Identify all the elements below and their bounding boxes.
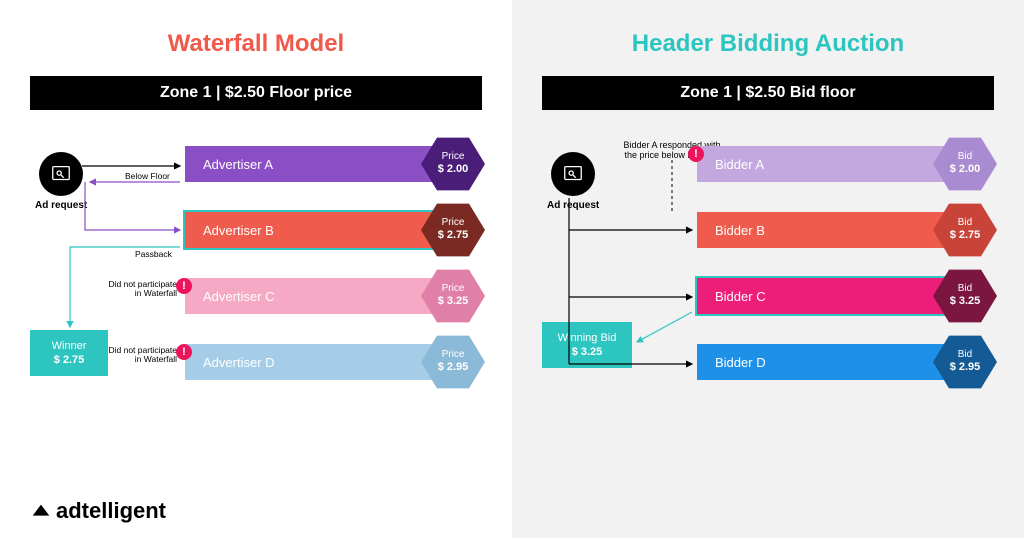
headerbidding-panel: Header Bidding Auction Zone 1 | $2.50 Bi…	[512, 0, 1024, 538]
bidder-bar: Bidder C	[697, 278, 945, 314]
waterfall-panel: Waterfall Model Zone 1 | $2.50 Floor pri…	[0, 0, 512, 538]
bidder-row: Advertiser B Price$ 2.75	[185, 208, 485, 252]
bidder-row: Bidder D Bid$ 2.95	[697, 340, 997, 384]
waterfall-title: Waterfall Model	[30, 30, 482, 58]
price-value: $ 2.75	[438, 229, 469, 242]
passback-label: Passback	[135, 250, 172, 260]
alert-icon: !	[176, 278, 192, 294]
price-label: Bid	[958, 217, 972, 229]
bidder-bar: Advertiser B	[185, 212, 433, 248]
ad-request: Ad request	[35, 152, 87, 211]
bidder-row: Did not participate in Waterfall!Adverti…	[185, 274, 485, 318]
ad-request-icon	[551, 152, 595, 196]
bidder-row: Advertiser A Price$ 2.00	[185, 142, 485, 186]
price-label: Price	[442, 349, 465, 361]
bidder-label: Advertiser D	[203, 355, 275, 370]
winner-label: Winning Bid	[554, 332, 620, 344]
price-value: $ 2.00	[950, 163, 981, 176]
price-hex: Price$ 2.95	[421, 334, 485, 390]
price-hex: Bid$ 2.00	[933, 136, 997, 192]
bidder-label: Advertiser A	[203, 157, 273, 172]
bidder-row: Bidder C Bid$ 3.25	[697, 274, 997, 318]
bidder-bar: Bidder D	[697, 344, 945, 380]
waterfall-body: Ad request Below Floor Passback Winner $…	[30, 142, 482, 482]
waterfall-winner-box: Winner $ 2.75	[30, 330, 108, 376]
alert-icon: !	[176, 344, 192, 360]
price-label: Bid	[958, 283, 972, 295]
price-value: $ 2.95	[438, 361, 469, 374]
bidder-label: Advertiser C	[203, 289, 275, 304]
bidder-bar: Bidder B	[697, 212, 945, 248]
bidder-bar: Advertiser C	[185, 278, 433, 314]
bidder-row: Bidder B Bid$ 2.75	[697, 208, 997, 252]
waterfall-rows: Advertiser APrice$ 2.00Advertiser BPrice…	[185, 142, 485, 406]
price-hex: Price$ 3.25	[421, 268, 485, 324]
price-hex: Price$ 2.75	[421, 202, 485, 258]
adtelligent-logo: adtelligent	[30, 498, 166, 524]
bidder-bar: Bidder A	[697, 146, 945, 182]
headerbidding-title: Header Bidding Auction	[542, 30, 994, 58]
headerbidding-subbar: Zone 1 | $2.50 Bid floor	[542, 76, 994, 110]
price-hex: Bid$ 2.75	[933, 202, 997, 258]
bidder-row: Did not participate in Waterfall!Adverti…	[185, 340, 485, 384]
price-label: Bid	[958, 349, 972, 361]
price-value: $ 2.00	[438, 163, 469, 176]
price-hex: Bid$ 2.95	[933, 334, 997, 390]
bidder-label: Bidder A	[715, 157, 764, 172]
ad-request-label: Ad request	[35, 200, 87, 211]
alert-icon: !	[688, 146, 704, 162]
row-note: Did not participate in Waterfall	[107, 280, 177, 299]
price-hex: Price$ 2.00	[421, 136, 485, 192]
bidder-label: Advertiser B	[203, 223, 274, 238]
winner-value: $ 3.25	[554, 346, 620, 358]
price-label: Bid	[958, 151, 972, 163]
bidder-label: Bidder D	[715, 355, 766, 370]
price-value: $ 3.25	[950, 295, 981, 308]
bidder-bar: Advertiser A	[185, 146, 433, 182]
price-label: Price	[442, 283, 465, 295]
below-floor-label: Below Floor	[125, 172, 170, 182]
price-hex: Bid$ 3.25	[933, 268, 997, 324]
bidder-row: !Bidder ABid$ 2.00	[697, 142, 997, 186]
bidder-label: Bidder C	[715, 289, 766, 304]
logo-icon	[30, 500, 52, 522]
price-label: Price	[442, 217, 465, 229]
row-note: Did not participate in Waterfall	[107, 346, 177, 365]
bidder-bar: Advertiser D	[185, 344, 433, 380]
headerbidding-rows: !Bidder ABid$ 2.00Bidder BBid$ 2.75Bidde…	[697, 142, 997, 406]
waterfall-subbar: Zone 1 | $2.50 Floor price	[30, 76, 482, 110]
winner-value: $ 2.75	[42, 354, 96, 366]
ad-request-label: Ad request	[547, 200, 599, 211]
ad-request: Ad request	[547, 152, 599, 211]
price-value: $ 3.25	[438, 295, 469, 308]
price-value: $ 2.75	[950, 229, 981, 242]
ad-request-icon	[39, 152, 83, 196]
bidder-label: Bidder B	[715, 223, 765, 238]
price-value: $ 2.95	[950, 361, 981, 374]
winner-label: Winner	[42, 340, 96, 352]
price-label: Price	[442, 151, 465, 163]
logo-text: adtelligent	[56, 498, 166, 524]
headerbidding-body: Ad request Bidder A responded with the p…	[542, 142, 994, 482]
headerbidding-winner-box: Winning Bid $ 3.25	[542, 322, 632, 368]
